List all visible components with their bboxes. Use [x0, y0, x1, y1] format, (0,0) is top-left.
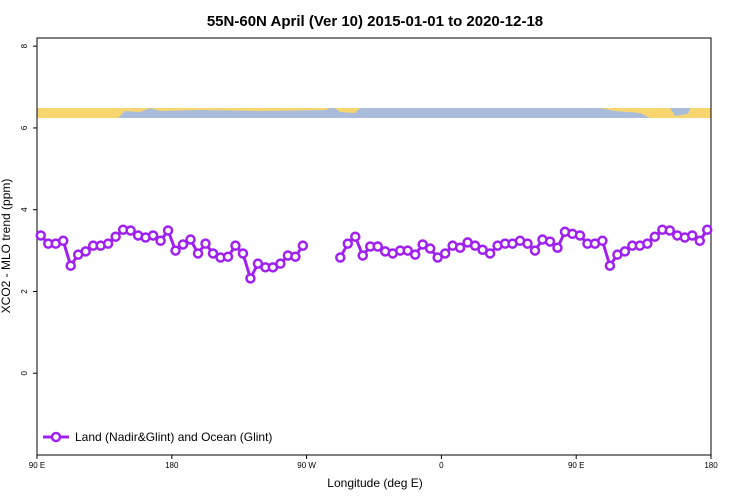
- x-tick-label: 90 E: [29, 461, 45, 470]
- x-tick-label: 90 E: [568, 461, 584, 470]
- marker: [357, 250, 369, 261]
- marker: [245, 273, 256, 284]
- marker: [687, 230, 698, 241]
- marker: [597, 235, 608, 247]
- y-tick-label: 4: [20, 207, 29, 212]
- marker: [409, 249, 421, 260]
- x-axis-label: Longitude (deg E): [327, 476, 422, 490]
- marker: [544, 236, 556, 247]
- marker: [57, 235, 69, 247]
- marker: [185, 234, 196, 245]
- marker: [237, 248, 249, 259]
- marker: [65, 260, 76, 271]
- marker: [177, 239, 189, 250]
- marker: [200, 238, 211, 249]
- marker: [574, 230, 586, 241]
- marker: [702, 224, 713, 235]
- marker: [335, 252, 346, 263]
- marker: [372, 241, 383, 252]
- marker: [604, 260, 616, 271]
- marker: [484, 248, 496, 259]
- marker: [125, 225, 136, 236]
- x-tick-label: 180: [165, 461, 179, 470]
- plot-frame: [36, 37, 712, 456]
- marker: [649, 231, 661, 242]
- marker: [290, 251, 301, 262]
- marker: [275, 258, 286, 269]
- marker: [642, 238, 653, 249]
- chart-title: 55N-60N April (Ver 10) 2015-01-01 to 202…: [207, 13, 543, 30]
- marker: [432, 252, 443, 263]
- marker: [342, 238, 354, 249]
- y-tick-label: 8: [20, 43, 29, 48]
- y-axis-label: XCO2 - MLO trend (ppm): [0, 179, 13, 314]
- marker: [147, 230, 159, 241]
- marker: [297, 240, 309, 251]
- marker: [80, 246, 91, 257]
- marker: [424, 243, 436, 254]
- marker: [222, 251, 234, 262]
- marker: [469, 240, 481, 251]
- land-ocean-band: [37, 108, 711, 118]
- y-tick-label: 2: [20, 289, 29, 294]
- marker: [350, 231, 361, 242]
- marker: [664, 225, 676, 236]
- legend-item: Land (Nadir&Glint) and Ocean (Glint): [43, 430, 272, 444]
- marker: [35, 230, 46, 241]
- y-tick-label: 0: [20, 370, 29, 375]
- marker: [454, 242, 466, 253]
- x-tick-label: 90 W: [297, 461, 316, 470]
- marker: [529, 245, 541, 256]
- marker: [192, 248, 204, 259]
- marker: [102, 238, 114, 249]
- x-tick-label: 0: [439, 461, 444, 470]
- legend-label: Land (Nadir&Glint) and Ocean (Glint): [75, 430, 272, 444]
- marker: [402, 245, 413, 256]
- y-tick-label: 6: [20, 125, 29, 130]
- marker: [522, 238, 533, 249]
- marker: [162, 225, 174, 236]
- marker: [155, 235, 166, 247]
- marker: [694, 235, 706, 247]
- marker: [170, 245, 181, 256]
- marker: [417, 239, 428, 250]
- marker: [207, 248, 219, 259]
- legend-marker: [50, 431, 62, 443]
- marker: [110, 231, 121, 242]
- marker: [230, 240, 241, 251]
- marker: [552, 242, 563, 253]
- marker: [439, 248, 451, 259]
- x-tick-label: 180: [704, 461, 718, 470]
- marker: [619, 246, 631, 257]
